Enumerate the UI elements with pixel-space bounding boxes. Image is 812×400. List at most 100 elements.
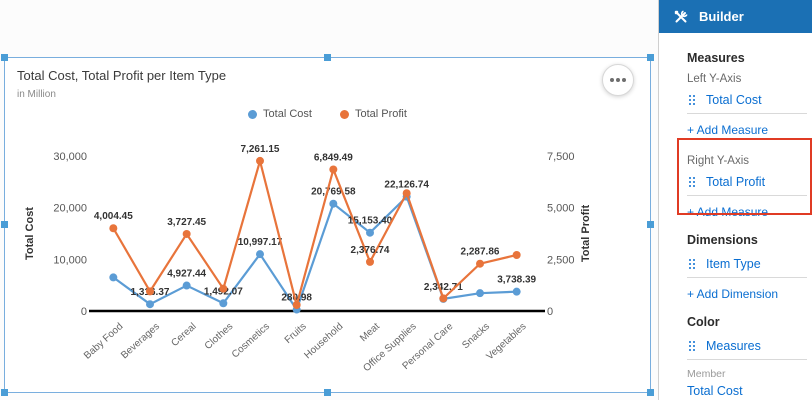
data-point[interactable] — [476, 259, 484, 268]
data-point[interactable] — [439, 294, 448, 303]
measure-item-total-cost[interactable]: Total Cost — [687, 87, 807, 114]
legend-dot-orange — [339, 109, 349, 119]
svg-text:Household: Household — [302, 321, 345, 361]
data-label: 20,769.58 — [311, 187, 356, 198]
chart-legend: Total Cost Total Profit — [5, 108, 650, 120]
data-point[interactable] — [146, 287, 154, 296]
data-label: 3,727.45 — [167, 217, 206, 228]
drag-handle-icon — [689, 258, 697, 270]
svg-text:Baby Food: Baby Food — [82, 321, 125, 362]
data-point[interactable] — [329, 199, 338, 208]
dimensions-heading: Dimensions — [687, 233, 758, 247]
data-point[interactable] — [366, 257, 374, 266]
color-item-measures[interactable]: Measures — [687, 333, 807, 360]
svg-text:0: 0 — [81, 306, 87, 318]
data-point[interactable] — [109, 224, 118, 233]
data-label: 2,376.74 — [351, 245, 390, 256]
data-label: 6,849.49 — [314, 152, 353, 163]
svg-text:20,000: 20,000 — [53, 203, 87, 215]
dual-axis-line-chart[interactable]: 0 10,000 20,000 30,000 0 2,500 5,000 7,500 Total… — [9, 124, 648, 390]
data-point[interactable] — [146, 300, 154, 309]
chart-title: Total Cost, Total Profit per Item Type — [17, 68, 227, 83]
resize-handle[interactable] — [1, 54, 8, 61]
measure-item-label: Total Profit — [706, 175, 766, 189]
data-point[interactable] — [512, 287, 521, 296]
drag-handle-icon — [689, 340, 697, 352]
legend-label: Total Cost — [263, 108, 312, 120]
builder-panel-header: Builder — [659, 0, 812, 33]
chart-widget[interactable]: Total Cost, Total Profit per Item Type i… — [1, 54, 654, 396]
data-point[interactable] — [292, 301, 301, 310]
member-value-total-cost[interactable]: Total Cost — [687, 384, 743, 398]
svg-text:10,000: 10,000 — [53, 254, 87, 266]
resize-handle[interactable] — [1, 221, 8, 228]
builder-tools-icon — [674, 9, 688, 22]
legend-item-total-profit[interactable]: Total Profit — [339, 108, 407, 120]
data-label: 22,126.74 — [384, 180, 429, 191]
svg-text:Meat: Meat — [358, 321, 382, 344]
color-item-label: Measures — [706, 339, 761, 353]
data-point[interactable] — [366, 228, 374, 237]
data-label: 10,997.17 — [238, 237, 283, 248]
add-dimension-link[interactable]: + Add Dimension — [687, 287, 779, 301]
svg-text:Cosmetics: Cosmetics — [230, 321, 272, 360]
resize-handle[interactable] — [647, 54, 654, 61]
drag-handle-icon — [689, 176, 697, 188]
svg-text:0: 0 — [547, 306, 553, 318]
series-total-profit[interactable]: 4,004.45 3,727.45 7,261.15 6,849.49 2,376.74… — [94, 144, 521, 310]
data-point[interactable] — [402, 189, 411, 198]
data-point[interactable] — [182, 229, 191, 238]
member-label: Member — [687, 368, 726, 380]
resize-handle[interactable] — [323, 389, 331, 396]
data-point[interactable] — [256, 156, 264, 165]
more-options-button[interactable] — [602, 64, 634, 96]
story-canvas: Total Cost, Total Profit per Item Type i… — [1, 54, 654, 396]
resize-handle[interactable] — [647, 221, 654, 228]
data-point[interactable] — [182, 281, 191, 290]
svg-text:Total Cost: Total Cost — [24, 207, 36, 260]
chart-subtitle: in Million — [17, 89, 56, 100]
data-point[interactable] — [512, 250, 521, 259]
svg-text:5,000: 5,000 — [547, 203, 575, 215]
svg-text:Beverages: Beverages — [119, 321, 162, 361]
data-point[interactable] — [476, 289, 484, 298]
data-point[interactable] — [329, 165, 338, 174]
legend-dot-blue — [248, 109, 258, 119]
data-label: 2,342.71 — [424, 282, 463, 293]
legend-item-total-cost[interactable]: Total Cost — [248, 108, 312, 120]
data-point[interactable] — [219, 299, 228, 308]
drag-handle-icon — [689, 94, 697, 106]
legend-label: Total Profit — [354, 108, 407, 120]
axes: 0 10,000 20,000 30,000 0 2,500 5,000 7,500 Total… — [24, 151, 592, 318]
svg-text:Snacks: Snacks — [460, 321, 492, 351]
measures-heading: Measures — [687, 51, 745, 65]
add-measure-left-link[interactable]: + Add Measure — [687, 123, 769, 137]
more-options-icon — [616, 78, 620, 82]
data-label: 7,261.15 — [241, 144, 280, 155]
svg-text:Fruits: Fruits — [283, 321, 309, 346]
measure-item-total-profit[interactable]: Total Profit — [687, 169, 807, 196]
dimension-item-label: Item Type — [706, 257, 761, 271]
data-label: 3,738.39 — [497, 275, 536, 286]
data-label: 4,004.45 — [94, 211, 133, 222]
resize-handle[interactable] — [1, 389, 8, 396]
resize-handle[interactable] — [323, 54, 331, 61]
data-point[interactable] — [256, 250, 264, 259]
svg-text:30,000: 30,000 — [53, 151, 87, 163]
data-label: 2,287.86 — [461, 247, 500, 258]
measure-item-label: Total Cost — [706, 93, 762, 107]
svg-text:Cereal: Cereal — [169, 321, 198, 349]
color-heading: Color — [687, 315, 720, 329]
builder-panel: Builder Measures Left Y-Axis Total Cost … — [658, 0, 812, 400]
data-point[interactable] — [219, 284, 228, 293]
dimension-item-item-type[interactable]: Item Type — [687, 251, 807, 278]
add-measure-right-link[interactable]: + Add Measure — [687, 205, 769, 219]
svg-text:2,500: 2,500 — [547, 254, 575, 266]
builder-panel-title: Builder — [699, 9, 744, 24]
data-point[interactable] — [109, 273, 118, 282]
builder-panel-body: Measures Left Y-Axis Total Cost + Add Me… — [659, 33, 812, 398]
right-y-axis-label: Right Y-Axis — [687, 155, 750, 167]
resize-handle[interactable] — [647, 389, 654, 396]
